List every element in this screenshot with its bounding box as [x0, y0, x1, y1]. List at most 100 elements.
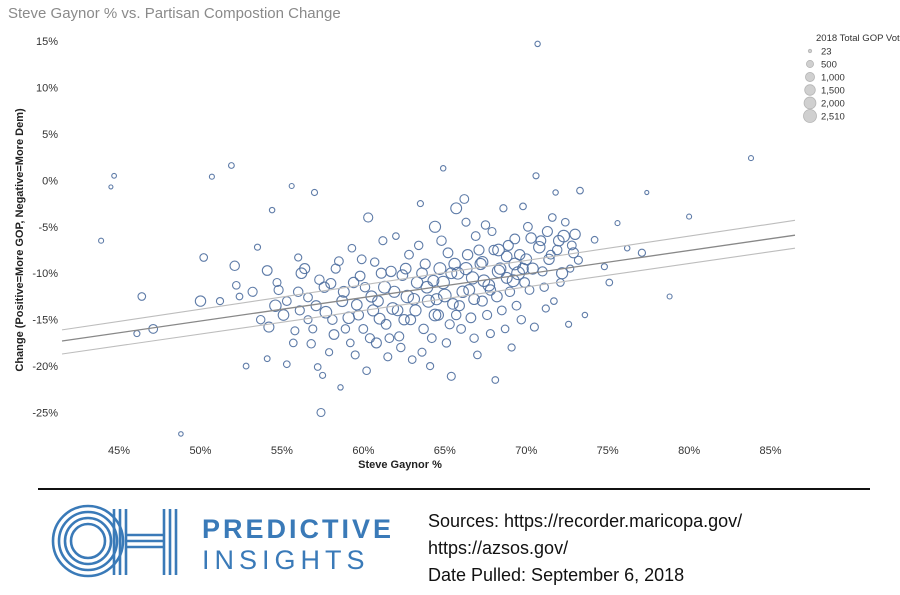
data-point: [345, 338, 355, 348]
data-point: [328, 329, 340, 340]
data-point: [666, 293, 673, 300]
date-pulled: Date Pulled: September 6, 2018: [428, 565, 685, 585]
data-point: [308, 324, 318, 334]
data-point: [644, 189, 650, 196]
legend-size-label: 1,500: [821, 86, 845, 97]
y-tick-label: -5%: [38, 222, 58, 234]
data-point: [461, 248, 474, 261]
data-point: [273, 284, 284, 296]
data-point: [416, 267, 428, 280]
data-point: [242, 362, 250, 370]
x-axis-label: Steve Gaynor %: [358, 459, 442, 471]
data-point: [552, 189, 559, 196]
data-point: [325, 277, 337, 290]
y-tick-label: -25%: [32, 408, 58, 420]
data-point: [470, 231, 481, 242]
data-point: [319, 371, 327, 379]
data-point: [450, 202, 463, 215]
data-point: [108, 184, 114, 190]
data-point: [488, 244, 499, 256]
data-point: [383, 352, 393, 362]
data-point: [133, 330, 141, 338]
data-point: [504, 286, 516, 298]
data-point: [444, 319, 455, 330]
data-point: [396, 269, 409, 281]
data-point: [375, 267, 387, 279]
data-point: [453, 300, 465, 312]
data-point: [551, 244, 563, 256]
data-point: [614, 220, 621, 227]
data-point: [493, 262, 507, 275]
data-point: [428, 220, 442, 233]
data-point: [194, 295, 207, 307]
data-point: [277, 309, 290, 321]
data-point: [552, 234, 565, 247]
data-point: [442, 247, 454, 259]
data-point: [282, 360, 291, 369]
data-point: [569, 228, 581, 241]
x-tick-label: 80%: [678, 445, 700, 457]
data-point: [337, 384, 344, 391]
legend-size-label: 2,510: [821, 112, 845, 123]
data-point: [227, 162, 235, 169]
brand-line-1: PREDICTIVE: [202, 514, 395, 544]
data-point: [235, 292, 244, 301]
data-point: [525, 232, 537, 244]
data-point: [441, 338, 452, 348]
x-tick-label: 45%: [108, 445, 130, 457]
data-point: [485, 329, 495, 339]
data-point: [543, 253, 555, 266]
trend-lower-band: [61, 247, 796, 355]
data-point: [461, 217, 471, 227]
data-point: [533, 240, 546, 254]
data-point: [407, 355, 417, 364]
data-point: [446, 371, 456, 381]
x-tick-label: 60%: [352, 445, 374, 457]
data-point: [421, 294, 436, 308]
data-point: [507, 343, 516, 352]
data-point: [290, 326, 300, 336]
data-point: [473, 244, 485, 256]
data-point: [476, 295, 488, 307]
data-point: [637, 248, 647, 257]
data-point: [388, 285, 401, 298]
data-point: [272, 277, 282, 288]
data-point: [369, 257, 380, 267]
data-point: [686, 213, 693, 220]
data-point: [313, 363, 322, 371]
data-point: [532, 172, 540, 180]
data-point: [98, 237, 105, 244]
y-tick-label: 0%: [42, 175, 58, 187]
data-point: [747, 155, 755, 162]
x-tick-label: 85%: [760, 445, 782, 457]
data-point: [491, 290, 503, 303]
data-point: [294, 253, 303, 262]
data-point: [316, 407, 326, 418]
data-point: [263, 355, 271, 363]
data-point: [418, 323, 429, 335]
data-point: [370, 337, 382, 349]
data-point: [350, 350, 360, 360]
data-point: [447, 298, 459, 310]
data-point: [600, 263, 608, 271]
data-point: [417, 347, 427, 357]
data-point: [519, 202, 527, 211]
data-point: [487, 226, 497, 237]
data-point: [576, 186, 584, 195]
data-point: [281, 296, 292, 307]
data-point: [299, 263, 311, 275]
data-point: [541, 304, 550, 313]
data-point: [590, 235, 599, 244]
data-point: [303, 315, 313, 325]
data-point: [394, 331, 405, 342]
x-tick-label: 75%: [597, 445, 619, 457]
data-point: [310, 188, 319, 197]
legend-size-label: 1,000: [821, 73, 845, 84]
data-point: [484, 284, 497, 296]
data-point: [500, 250, 513, 263]
data-point: [263, 321, 275, 333]
legend-size-marker: [807, 48, 813, 54]
data-point: [306, 339, 316, 349]
data-point: [352, 309, 365, 321]
data-point: [303, 292, 313, 303]
